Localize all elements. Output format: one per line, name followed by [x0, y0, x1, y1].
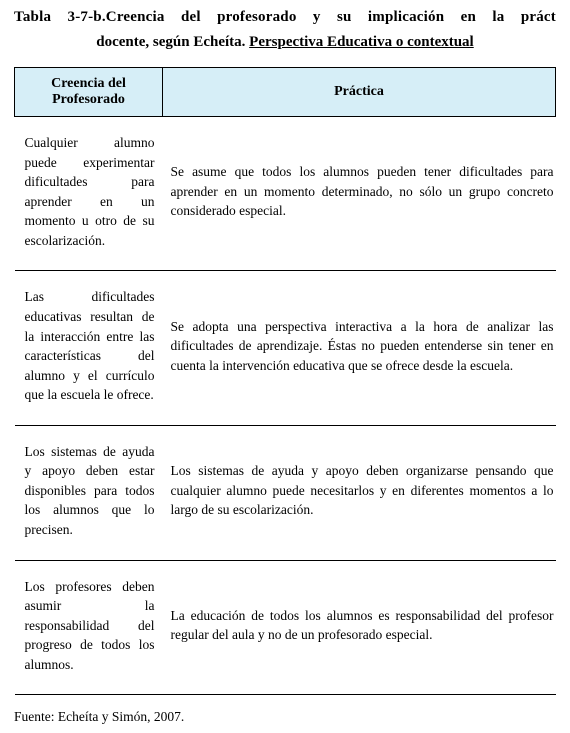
cell-practice: Se adopta una perspectiva interactiva a …	[163, 271, 556, 425]
document-page: Tabla 3-7-b.Creencia del profesorado y s…	[0, 6, 570, 733]
cell-belief: Los sistemas de ayuda y apoyo deben esta…	[15, 425, 163, 560]
source-citation: Fuente: Echeíta y Simón, 2007.	[14, 709, 556, 725]
cell-practice: Se asume que todos los alumnos pueden te…	[163, 117, 556, 271]
caption-underlined: Perspectiva Educativa o contextual	[249, 34, 474, 50]
table-header-row: Creencia del Profesorado Práctica	[15, 68, 556, 117]
cell-practice: La educación de todos los alumnos es res…	[163, 560, 556, 695]
cell-belief: Los profesores deben asumir la responsab…	[15, 560, 163, 695]
cell-belief: Las dificultades educativas resultan de …	[15, 271, 163, 425]
table-row: Los profesores deben asumir la responsab…	[15, 560, 556, 695]
table-caption-line1: Tabla 3-7-b.Creencia del profesorado y s…	[14, 6, 556, 29]
cell-practice: Los sistemas de ayuda y apoyo deben orga…	[163, 425, 556, 560]
table-row: Cualquier alumno puede experimentar difi…	[15, 117, 556, 271]
cell-belief: Cualquier alumno puede experimentar difi…	[15, 117, 163, 271]
table-row: Los sistemas de ayuda y apoyo deben esta…	[15, 425, 556, 560]
caption-plain: docente, según Echeíta.	[96, 34, 249, 50]
col-header-belief: Creencia del Profesorado	[15, 68, 163, 117]
beliefs-practice-table: Creencia del Profesorado Práctica Cualqu…	[14, 67, 556, 695]
table-caption-line2: docente, según Echeíta. Perspectiva Educ…	[14, 31, 556, 54]
col-header-practice: Práctica	[163, 68, 556, 117]
table-row: Las dificultades educativas resultan de …	[15, 271, 556, 425]
